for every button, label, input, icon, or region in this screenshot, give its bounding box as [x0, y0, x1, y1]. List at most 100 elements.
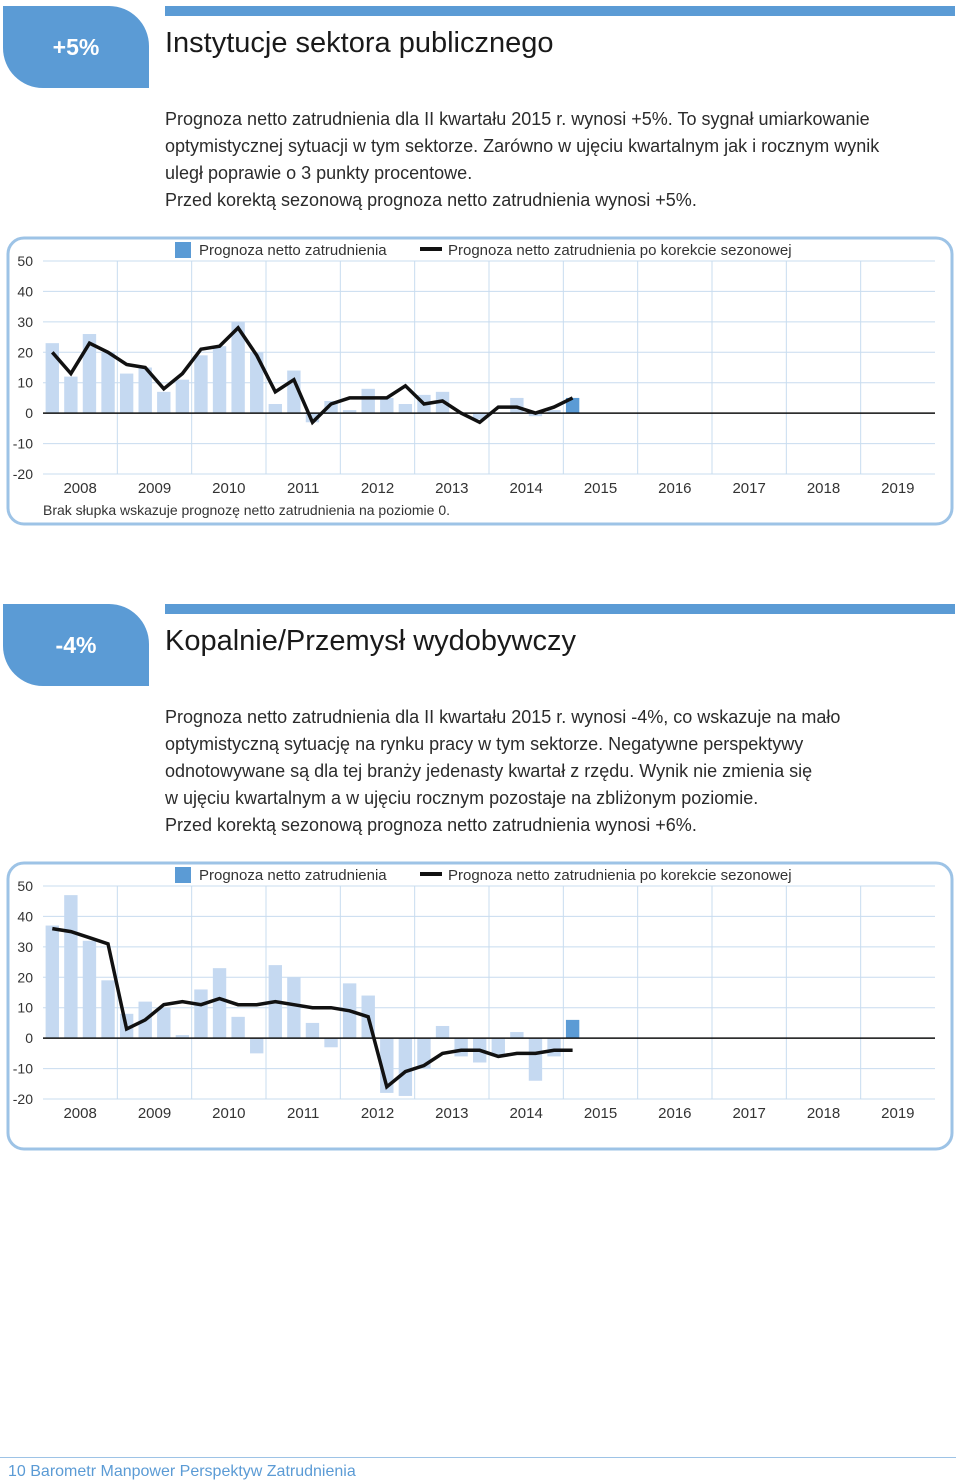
- x-tick-label: 2010: [212, 1105, 245, 1122]
- paragraph-line: Przed korektą sezonową prognoza netto za…: [165, 190, 697, 210]
- series-line-adjusted: [52, 926, 573, 1090]
- bar: [138, 367, 152, 414]
- bar: [565, 397, 580, 414]
- paragraph-line: odnotowywane są dla tej branży jedenasty…: [165, 761, 813, 781]
- chart-frame: [6, 861, 954, 1151]
- paragraph-line: optymistyczną sytuację na rynku pracy w …: [165, 734, 804, 754]
- paragraph-line: optymistycznej sytuacji w tym sektorze. …: [165, 136, 880, 156]
- y-tick-label: 50: [17, 878, 33, 894]
- bar: [565, 1019, 580, 1039]
- bar: [305, 1022, 320, 1039]
- bar: [250, 352, 264, 414]
- bar: [305, 413, 320, 423]
- publication-name: Barometr Manpower Perspektyw Zatrudnieni…: [30, 1463, 356, 1480]
- y-tick-label: 30: [17, 314, 33, 330]
- bar: [380, 397, 394, 414]
- bar: [64, 376, 78, 414]
- bar: [547, 1038, 561, 1057]
- bar: [194, 355, 208, 414]
- x-tick-label: 2009: [138, 480, 171, 497]
- bar: [528, 1038, 543, 1081]
- section-header-bar: [165, 604, 955, 614]
- legend-bar-label: Prognoza netto zatrudnienia: [199, 867, 387, 884]
- bar: [45, 925, 59, 1039]
- chart-note: Brak słupka wskazuje prognozę netto zatr…: [43, 502, 450, 518]
- x-tick-label: 2018: [807, 1105, 840, 1122]
- paragraph-line: uległ poprawie o 3 punkty procentowe.: [165, 163, 473, 183]
- section-paragraph: Prognoza netto zatrudnienia dla II kwart…: [165, 106, 955, 214]
- y-tick-label: 50: [17, 253, 33, 269]
- x-tick-label: 2008: [63, 480, 96, 497]
- section-title: Instytucje sektora publicznego: [165, 27, 554, 59]
- bar: [398, 1038, 413, 1096]
- footer-divider: [0, 1457, 956, 1458]
- bar: [231, 321, 245, 414]
- y-tick-label: 0: [25, 405, 33, 421]
- section-title: Kopalnie/Przemysł wydobywczy: [165, 625, 576, 657]
- x-tick-label: 2019: [881, 480, 914, 497]
- bar: [231, 1016, 245, 1039]
- section-badge: +5%: [3, 6, 149, 88]
- bar: [101, 352, 115, 414]
- bar: [212, 968, 227, 1039]
- x-tick-label: 2016: [658, 1105, 691, 1122]
- x-tick-label: 2014: [509, 1105, 542, 1122]
- bar: [324, 1038, 338, 1048]
- bar: [82, 940, 97, 1039]
- bar: [157, 1007, 171, 1039]
- y-tick-label: 20: [17, 344, 33, 360]
- bar: [268, 404, 282, 414]
- x-tick-label: 2013: [435, 480, 468, 497]
- section-paragraph: Prognoza netto zatrudnienia dla II kwart…: [165, 704, 955, 839]
- x-tick-label: 2011: [287, 480, 319, 497]
- section-header-bar: [165, 6, 955, 16]
- bar: [454, 1038, 468, 1057]
- x-tick-label: 2018: [807, 480, 840, 497]
- y-tick-label: -10: [13, 1061, 33, 1077]
- x-tick-label: 2016: [658, 480, 691, 497]
- paragraph-line: Prognoza netto zatrudnienia dla II kwart…: [165, 109, 870, 129]
- y-tick-label: 0: [25, 1030, 33, 1046]
- bar: [547, 410, 561, 414]
- page-number: 10: [8, 1463, 26, 1480]
- x-tick-label: 2011: [287, 1105, 319, 1122]
- section-badge: -4%: [3, 604, 149, 686]
- bar: [157, 391, 171, 414]
- y-tick-label: 10: [17, 375, 33, 391]
- legend-bar-label: Prognoza netto zatrudnienia: [199, 242, 387, 259]
- bar: [119, 373, 134, 414]
- legend-line-label: Prognoza netto zatrudnienia po korekcie …: [448, 867, 792, 884]
- chart-mining: 50 40 30 20 10 0 -10 -20 2008 2009 2010 2011 2012 201…: [0, 861, 960, 1153]
- paragraph-line: Prognoza netto zatrudnienia dla II kwart…: [165, 707, 841, 727]
- y-tick-label: 20: [17, 969, 33, 985]
- x-tick-label: 2010: [212, 480, 245, 497]
- y-tick-label: 40: [17, 283, 33, 299]
- bar: [491, 1038, 505, 1057]
- legend-bar-swatch: [175, 242, 191, 258]
- x-tick-label: 2015: [584, 1105, 617, 1122]
- x-tick-label: 2017: [732, 480, 765, 497]
- badge-value: +5%: [52, 33, 100, 60]
- page-footer: 10 Barometr Manpower Perspektyw Zatrudni…: [8, 1463, 356, 1481]
- x-tick-label: 2015: [584, 480, 617, 497]
- legend-bar-swatch: [175, 867, 191, 883]
- x-tick-label: 2019: [881, 1105, 914, 1122]
- y-tick-label: -20: [13, 466, 33, 482]
- bar: [417, 1038, 431, 1069]
- series-line-adjusted: [50, 325, 574, 426]
- bar: [175, 1035, 190, 1039]
- x-tick-label: 2008: [63, 1105, 96, 1122]
- bar: [361, 388, 375, 414]
- bar: [101, 980, 115, 1039]
- x-tick-label: 2017: [732, 1105, 765, 1122]
- bar: [82, 334, 97, 414]
- y-tick-label: 30: [17, 939, 33, 955]
- chart-public-sector: 50 40 30 20 10 0 -10 -20 2008 2009 2010 2011 2012 201…: [0, 236, 960, 528]
- bar: [175, 379, 190, 414]
- x-tick-label: 2014: [509, 480, 542, 497]
- y-tick-label: -20: [13, 1091, 33, 1107]
- bar: [287, 977, 301, 1039]
- bar: [342, 410, 357, 414]
- y-tick-label: -10: [13, 436, 33, 452]
